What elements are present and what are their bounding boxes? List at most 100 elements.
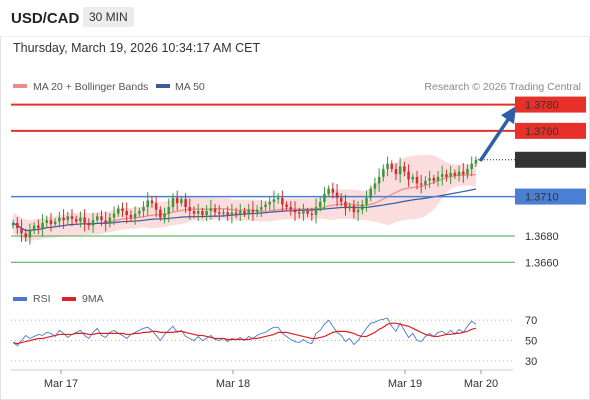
candle-body bbox=[365, 197, 368, 205]
candle-body bbox=[310, 213, 314, 215]
candle-body bbox=[70, 216, 74, 219]
candle-body bbox=[171, 197, 175, 208]
candle-body bbox=[470, 163, 473, 169]
candle-body bbox=[306, 211, 309, 214]
candle-body bbox=[32, 225, 36, 231]
candle-body bbox=[314, 207, 318, 215]
candle-body bbox=[302, 211, 305, 214]
candle-body bbox=[154, 203, 158, 210]
candle-body bbox=[432, 178, 436, 181]
rsi-panel: 70 50 30 bbox=[11, 315, 537, 368]
rsi-line bbox=[12, 317, 477, 347]
candle-body bbox=[53, 221, 57, 225]
ma20-legend-swatch bbox=[13, 84, 27, 88]
candle-body bbox=[344, 201, 347, 209]
x-tick-label: Mar 20 bbox=[464, 378, 498, 390]
candle-body bbox=[327, 188, 330, 194]
credit-text: Research © 2026 Trading Central bbox=[424, 81, 581, 93]
candle-body bbox=[184, 199, 187, 208]
resistance-label-box bbox=[515, 122, 586, 139]
candle-body bbox=[28, 230, 32, 238]
candle-body bbox=[230, 212, 234, 215]
candle-body bbox=[436, 176, 440, 181]
candle-body bbox=[217, 212, 221, 214]
candle-body bbox=[377, 176, 381, 184]
candle-body bbox=[285, 204, 288, 208]
candle-body bbox=[348, 205, 351, 209]
candle-body bbox=[276, 197, 280, 200]
candle-body bbox=[16, 222, 19, 229]
candle-body bbox=[45, 220, 49, 223]
symbol-title: USD/CAD bbox=[11, 10, 80, 27]
candle-body bbox=[361, 204, 364, 210]
candle-body bbox=[163, 213, 166, 218]
candle-body bbox=[386, 163, 389, 169]
candle-body bbox=[49, 220, 53, 225]
current-price-box bbox=[515, 151, 586, 168]
candle-body bbox=[398, 166, 402, 175]
candle-body bbox=[125, 211, 128, 215]
rsi-ma-legend-swatch bbox=[62, 297, 76, 301]
bollinger-band-layer bbox=[12, 154, 477, 242]
candle-body bbox=[272, 199, 276, 202]
candle-body bbox=[403, 166, 406, 172]
candle-body bbox=[331, 188, 335, 193]
candle-body bbox=[255, 209, 259, 213]
candle-body bbox=[453, 172, 457, 176]
x-axis-ticks: Mar 17 Mar 18 Mar 19 Mar 20 bbox=[44, 370, 498, 390]
candle-body bbox=[415, 176, 419, 184]
candle-body bbox=[146, 200, 149, 208]
candle-body bbox=[129, 214, 133, 218]
candle-body bbox=[201, 211, 204, 215]
forecast-arrow-layer bbox=[479, 106, 516, 162]
candle-body bbox=[188, 207, 192, 212]
candle-body bbox=[95, 216, 99, 221]
candle-body bbox=[142, 207, 145, 212]
candle-body bbox=[234, 212, 238, 214]
candle-body bbox=[356, 209, 360, 213]
ma20-legend-label: MA 20 + Bollinger Bands bbox=[33, 81, 148, 93]
candle-body bbox=[297, 212, 301, 214]
candlestick-layer bbox=[11, 156, 478, 245]
candle-body bbox=[449, 172, 452, 177]
candle-body bbox=[340, 197, 343, 202]
rsi-ma-line bbox=[12, 322, 477, 345]
ma50-legend-label: MA 50 bbox=[175, 81, 205, 93]
candle-body bbox=[352, 205, 356, 213]
candle-body bbox=[268, 201, 272, 205]
candle-body bbox=[100, 216, 103, 221]
resistance-label: 1.3780 bbox=[525, 100, 559, 112]
interval-button[interactable]: 30 MIN bbox=[83, 7, 134, 27]
candle-body bbox=[74, 218, 78, 222]
candle-body bbox=[180, 199, 183, 204]
candle-body bbox=[41, 222, 44, 229]
candle-body bbox=[79, 217, 82, 222]
x-tick-label: Mar 19 bbox=[388, 378, 422, 390]
candle-body bbox=[445, 174, 448, 177]
candle-body bbox=[205, 211, 208, 215]
rsi-tick-label: 30 bbox=[525, 356, 537, 368]
x-tick-label: Mar 17 bbox=[44, 378, 78, 390]
resistance-label: 1.3760 bbox=[525, 126, 559, 138]
candle-body bbox=[323, 193, 326, 202]
candle-body bbox=[167, 207, 171, 214]
support-label: 1.3660 bbox=[525, 257, 559, 269]
forecast-arrow-shaft bbox=[479, 116, 511, 162]
rsi-legend-label: RSI bbox=[33, 293, 51, 305]
candle-body bbox=[87, 222, 91, 226]
candle-body bbox=[213, 208, 217, 213]
candle-body bbox=[407, 171, 410, 180]
candle-body bbox=[62, 217, 65, 221]
candle-body bbox=[390, 163, 394, 169]
header-bar: USD/CAD 30 MIN bbox=[0, 0, 590, 36]
candle-body bbox=[11, 222, 15, 226]
candle-body bbox=[466, 168, 469, 175]
candle-body bbox=[20, 228, 23, 234]
candle-body bbox=[373, 183, 377, 189]
rsi-ma-legend-label: 9MA bbox=[82, 293, 104, 305]
candle-body bbox=[260, 207, 263, 210]
resistance-label-box bbox=[515, 96, 586, 113]
candle-body bbox=[138, 211, 141, 214]
candle-body bbox=[251, 209, 255, 213]
